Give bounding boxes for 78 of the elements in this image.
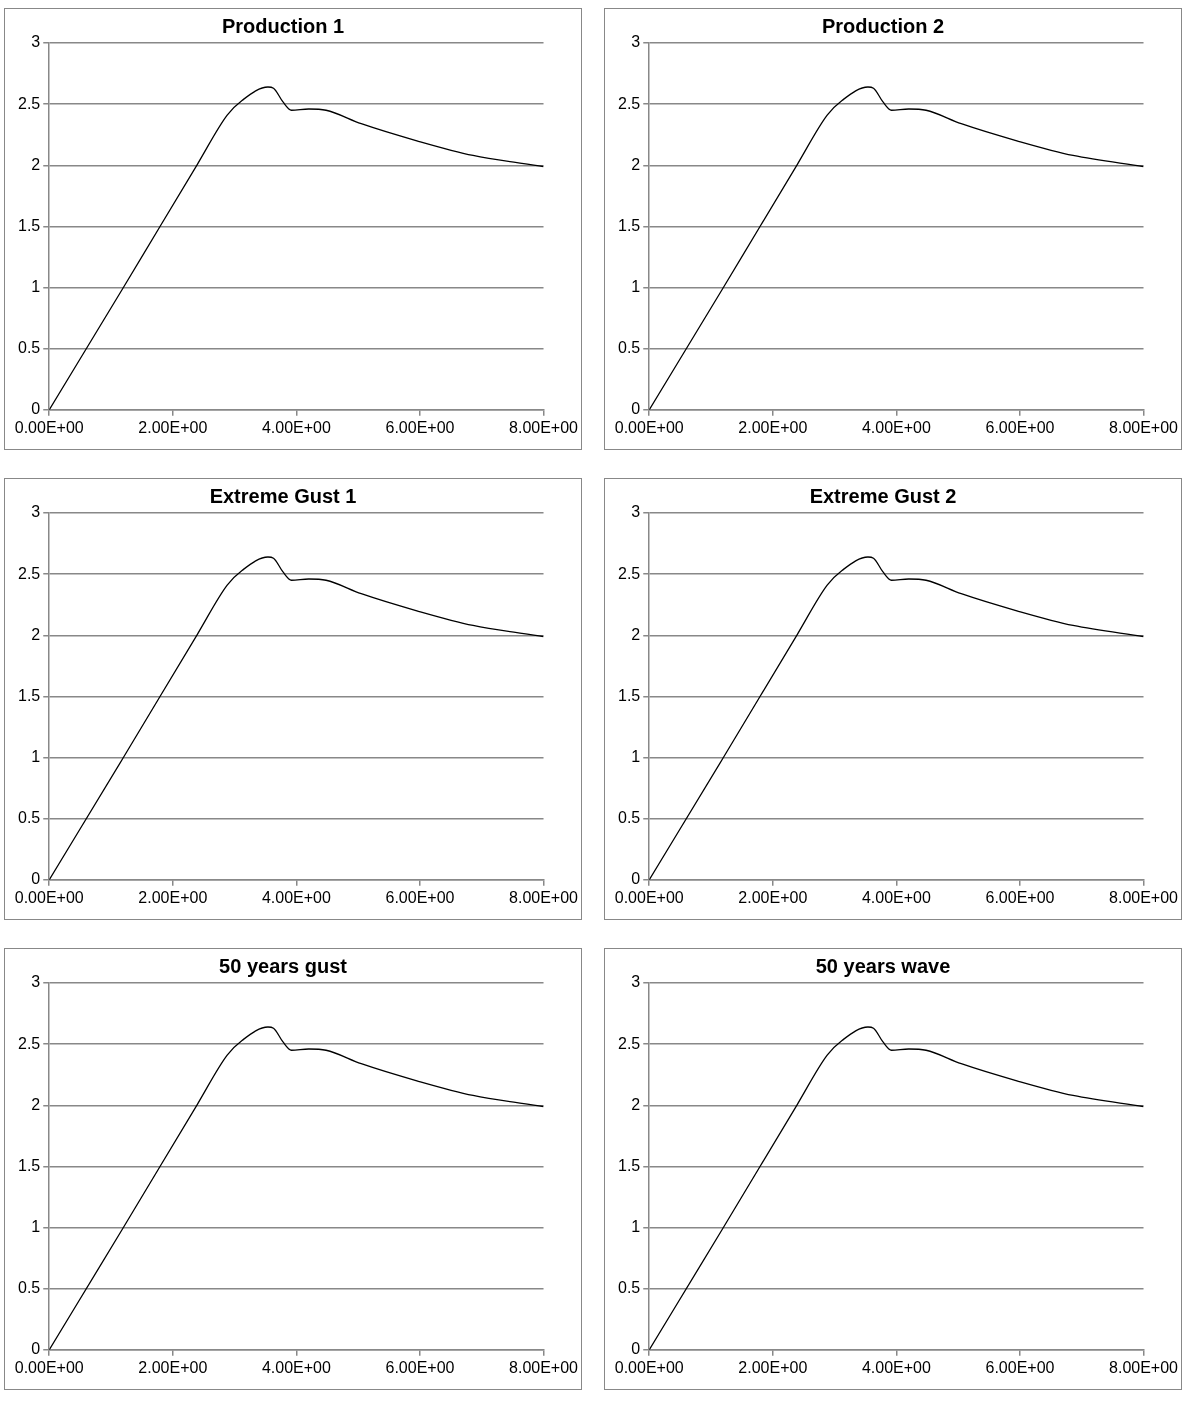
x-tick-label: 2.00E+00 [738, 1358, 808, 1376]
y-tick-label: 3 [631, 33, 641, 51]
y-tick-label: 3 [31, 33, 41, 51]
y-tick-label: 2.5 [617, 94, 641, 112]
x-tick-label: 8.00E+00 [509, 888, 579, 906]
y-tick-label: 1 [31, 277, 41, 295]
y-tick-label: 1.5 [17, 216, 41, 234]
x-tick-label: 8.00E+00 [509, 418, 579, 436]
x-tick-label: 4.00E+00 [861, 418, 931, 436]
x-tick-label: 6.00E+00 [985, 418, 1055, 436]
x-tick-label: 2.00E+00 [138, 418, 208, 436]
y-tick-label: 1.5 [617, 216, 641, 234]
y-tick-label: 2 [31, 625, 41, 643]
y-tick-label: 2 [631, 1095, 641, 1113]
y-tick-label: 1 [31, 1217, 41, 1235]
y-tick-label: 2.5 [17, 94, 41, 112]
y-tick-label: 2.5 [617, 1034, 641, 1052]
x-tick-label: 6.00E+00 [985, 1358, 1055, 1376]
x-tick-label: 0.00E+00 [614, 888, 684, 906]
y-tick-label: 0 [631, 1340, 641, 1358]
y-tick-label: 2.5 [17, 1034, 41, 1052]
x-tick-label: 2.00E+00 [138, 888, 208, 906]
y-tick-label: 1 [631, 1217, 641, 1235]
x-tick-label: 8.00E+00 [1109, 1358, 1179, 1376]
x-tick-label: 0.00E+00 [14, 1358, 84, 1376]
x-tick-label: 2.00E+00 [138, 1358, 208, 1376]
y-tick-label: 0.5 [17, 809, 41, 827]
y-tick-label: 2 [31, 155, 41, 173]
x-tick-label: 8.00E+00 [509, 1358, 579, 1376]
x-tick-label: 6.00E+00 [385, 888, 455, 906]
y-tick-label: 1 [31, 747, 41, 765]
x-tick-label: 8.00E+00 [1109, 418, 1179, 436]
y-tick-label: 3 [31, 503, 41, 521]
y-tick-label: 2.5 [617, 564, 641, 582]
y-tick-label: 1.5 [617, 686, 641, 704]
y-tick-label: 2 [631, 155, 641, 173]
y-tick-label: 0 [31, 1340, 41, 1358]
chart-title: Extreme Gust 2 [809, 484, 957, 507]
x-tick-label: 0.00E+00 [14, 888, 84, 906]
x-tick-label: 4.00E+00 [261, 888, 331, 906]
y-tick-label: 3 [631, 503, 641, 521]
x-tick-label: 2.00E+00 [738, 888, 808, 906]
chart-title: Production 1 [221, 14, 345, 37]
y-tick-label: 1.5 [617, 1156, 641, 1174]
y-tick-label: 0.5 [17, 1279, 41, 1297]
y-tick-label: 1 [631, 277, 641, 295]
y-tick-label: 0.5 [617, 339, 641, 357]
y-tick-label: 0 [31, 870, 41, 888]
y-tick-label: 1.5 [17, 686, 41, 704]
y-tick-label: 1 [631, 747, 641, 765]
y-tick-label: 0 [631, 400, 641, 418]
x-tick-label: 4.00E+00 [861, 888, 931, 906]
y-tick-label: 2.5 [17, 564, 41, 582]
x-tick-label: 6.00E+00 [985, 888, 1055, 906]
y-tick-label: 3 [31, 973, 41, 991]
y-tick-label: 3 [631, 973, 641, 991]
y-tick-label: 2 [31, 1095, 41, 1113]
y-tick-label: 0 [631, 870, 641, 888]
y-tick-label: 0.5 [17, 339, 41, 357]
x-tick-label: 4.00E+00 [261, 1358, 331, 1376]
y-tick-label: 2 [631, 625, 641, 643]
chart-title: Production 2 [821, 14, 945, 37]
x-tick-label: 2.00E+00 [738, 418, 808, 436]
x-tick-label: 4.00E+00 [861, 1358, 931, 1376]
x-tick-label: 8.00E+00 [1109, 888, 1179, 906]
x-tick-label: 6.00E+00 [385, 418, 455, 436]
x-tick-label: 0.00E+00 [14, 418, 84, 436]
y-tick-label: 0.5 [617, 809, 641, 827]
x-tick-label: 6.00E+00 [385, 1358, 455, 1376]
y-tick-label: 0.5 [617, 1279, 641, 1297]
y-tick-label: 1.5 [17, 1156, 41, 1174]
x-tick-label: 0.00E+00 [614, 1358, 684, 1376]
chart-title: 50 years wave [815, 954, 951, 977]
y-tick-label: 0 [31, 400, 41, 418]
x-tick-label: 0.00E+00 [614, 418, 684, 436]
x-tick-label: 4.00E+00 [261, 418, 331, 436]
chart-title: Extreme Gust 1 [209, 484, 357, 507]
chart-title: 50 years gust [219, 954, 348, 977]
